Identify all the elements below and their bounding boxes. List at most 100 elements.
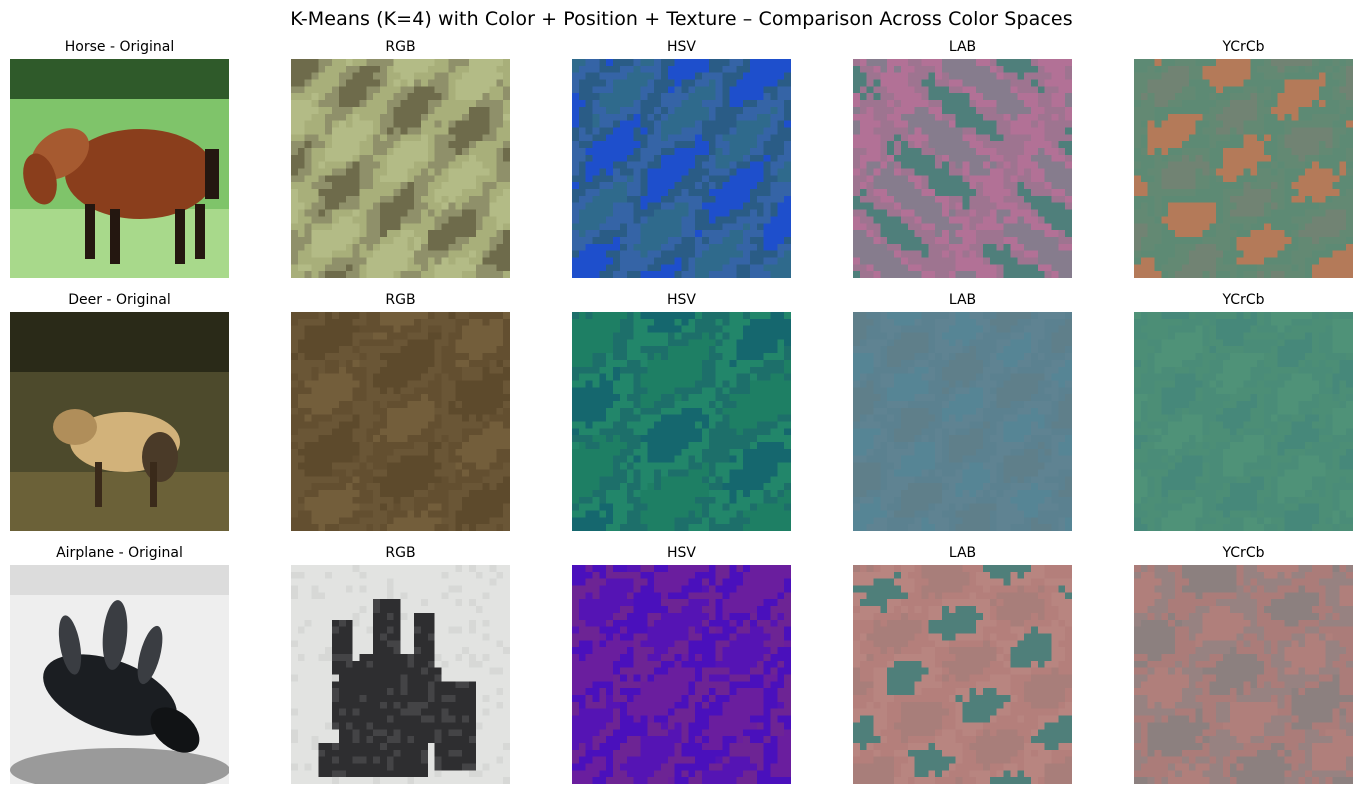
- cluster-cell: [373, 195, 381, 204]
- cluster-cell: [928, 100, 936, 108]
- cluster-cell: [489, 189, 497, 197]
- cluster-cell: [1318, 134, 1327, 142]
- cluster-cell: [414, 79, 422, 87]
- cluster-cell: [695, 161, 703, 169]
- cluster-cell: [1010, 202, 1018, 211]
- cluster-cell: [373, 400, 381, 409]
- cluster-cell: [386, 489, 395, 498]
- cluster-cell: [496, 271, 504, 278]
- cluster-cell: [887, 93, 895, 101]
- cluster-cell: [414, 93, 422, 101]
- cluster-cell: [297, 318, 306, 327]
- cluster-cell: [338, 141, 347, 149]
- cluster-cell: [407, 127, 415, 135]
- cluster-cell: [352, 189, 360, 197]
- cluster-cell: [386, 106, 395, 115]
- cluster-cell: [291, 230, 299, 238]
- cluster-cell: [763, 72, 771, 81]
- cluster-cell: [1332, 161, 1340, 169]
- cluster-cell: [297, 134, 306, 142]
- cluster-cell: [1188, 72, 1197, 81]
- cluster-cell: [1195, 236, 1203, 245]
- cluster-cell: [1017, 175, 1025, 183]
- cluster-cell: [1003, 72, 1011, 81]
- cluster-cell: [626, 127, 635, 135]
- cluster-cell: [1332, 141, 1340, 149]
- cluster-cell: [887, 134, 895, 142]
- cluster-cell: [366, 59, 374, 67]
- cluster-cell: [407, 489, 415, 498]
- cluster-cell: [1270, 141, 1279, 149]
- cluster-cell: [1325, 230, 1333, 238]
- cluster-cell: [873, 271, 881, 278]
- cluster-cell: [578, 168, 587, 176]
- cluster-cell: [1058, 195, 1066, 204]
- cluster-cell: [976, 168, 984, 176]
- cluster-cell: [359, 462, 367, 470]
- cluster-cell: [866, 120, 875, 128]
- cluster-cell: [935, 189, 943, 197]
- cluster-cell: [1037, 195, 1046, 204]
- cluster-cell: [688, 141, 696, 149]
- cluster-cell: [311, 230, 319, 238]
- cluster-cell: [1318, 257, 1327, 265]
- cluster-cell: [948, 264, 957, 272]
- cluster-cell: [400, 79, 408, 87]
- cluster-cell: [989, 106, 998, 115]
- cluster-cell: [1250, 65, 1258, 74]
- cluster-cell: [736, 243, 744, 252]
- cluster-cell: [606, 100, 614, 108]
- cluster-cell: [352, 59, 360, 67]
- cluster-cell: [291, 380, 299, 388]
- cluster-cell: [407, 380, 415, 388]
- cluster-cell: [928, 59, 936, 67]
- cluster-cell: [1264, 168, 1272, 176]
- cluster-cell: [400, 387, 408, 395]
- cluster-cell: [338, 147, 347, 156]
- cluster-cell: [900, 79, 909, 87]
- cluster-cell: [441, 175, 449, 183]
- cluster-cell: [386, 202, 395, 211]
- cluster-cell: [297, 154, 306, 163]
- cluster-cell: [407, 243, 415, 252]
- cluster-cell: [400, 462, 408, 470]
- cluster-cell: [441, 223, 449, 231]
- cluster-cell: [729, 271, 737, 278]
- cluster-cell: [859, 79, 868, 87]
- cluster-cell: [722, 141, 730, 149]
- cluster-cell: [578, 230, 587, 238]
- cluster-cell: [1175, 216, 1183, 224]
- cluster-cell: [1188, 250, 1197, 258]
- cluster-cell: [1305, 59, 1313, 67]
- cluster-cell: [777, 161, 785, 169]
- cluster-cell: [1188, 243, 1197, 252]
- cluster-cell: [702, 195, 710, 204]
- cluster-cell: [291, 195, 299, 204]
- cluster-cell: [1168, 243, 1176, 252]
- cluster-cell: [894, 175, 902, 183]
- cluster-cell: [1305, 257, 1313, 265]
- cluster-cell: [325, 216, 333, 224]
- cluster-cell: [1229, 202, 1238, 211]
- cluster-cell: [640, 120, 648, 128]
- cluster-cell: [1346, 147, 1353, 156]
- cluster-cell: [941, 257, 950, 265]
- cluster-cell: [976, 202, 984, 211]
- cluster-cell: [674, 120, 682, 128]
- cluster-cell: [1202, 175, 1210, 183]
- cluster-cell: [1305, 141, 1313, 149]
- cluster-cell: [736, 236, 744, 245]
- cluster-cell: [1065, 127, 1072, 135]
- cluster-cell: [407, 209, 415, 217]
- cluster-cell: [441, 195, 449, 204]
- cluster-cell: [496, 175, 504, 183]
- cluster-cell: [503, 243, 510, 252]
- cluster-cell: [695, 65, 703, 74]
- cluster-cell: [332, 469, 340, 477]
- cluster-cell: [626, 147, 635, 156]
- cluster-cell: [318, 250, 326, 258]
- cluster-cell: [393, 100, 401, 108]
- cluster-cell: [1325, 264, 1333, 272]
- cluster-cell: [1030, 79, 1039, 87]
- cluster-cell: [325, 414, 333, 422]
